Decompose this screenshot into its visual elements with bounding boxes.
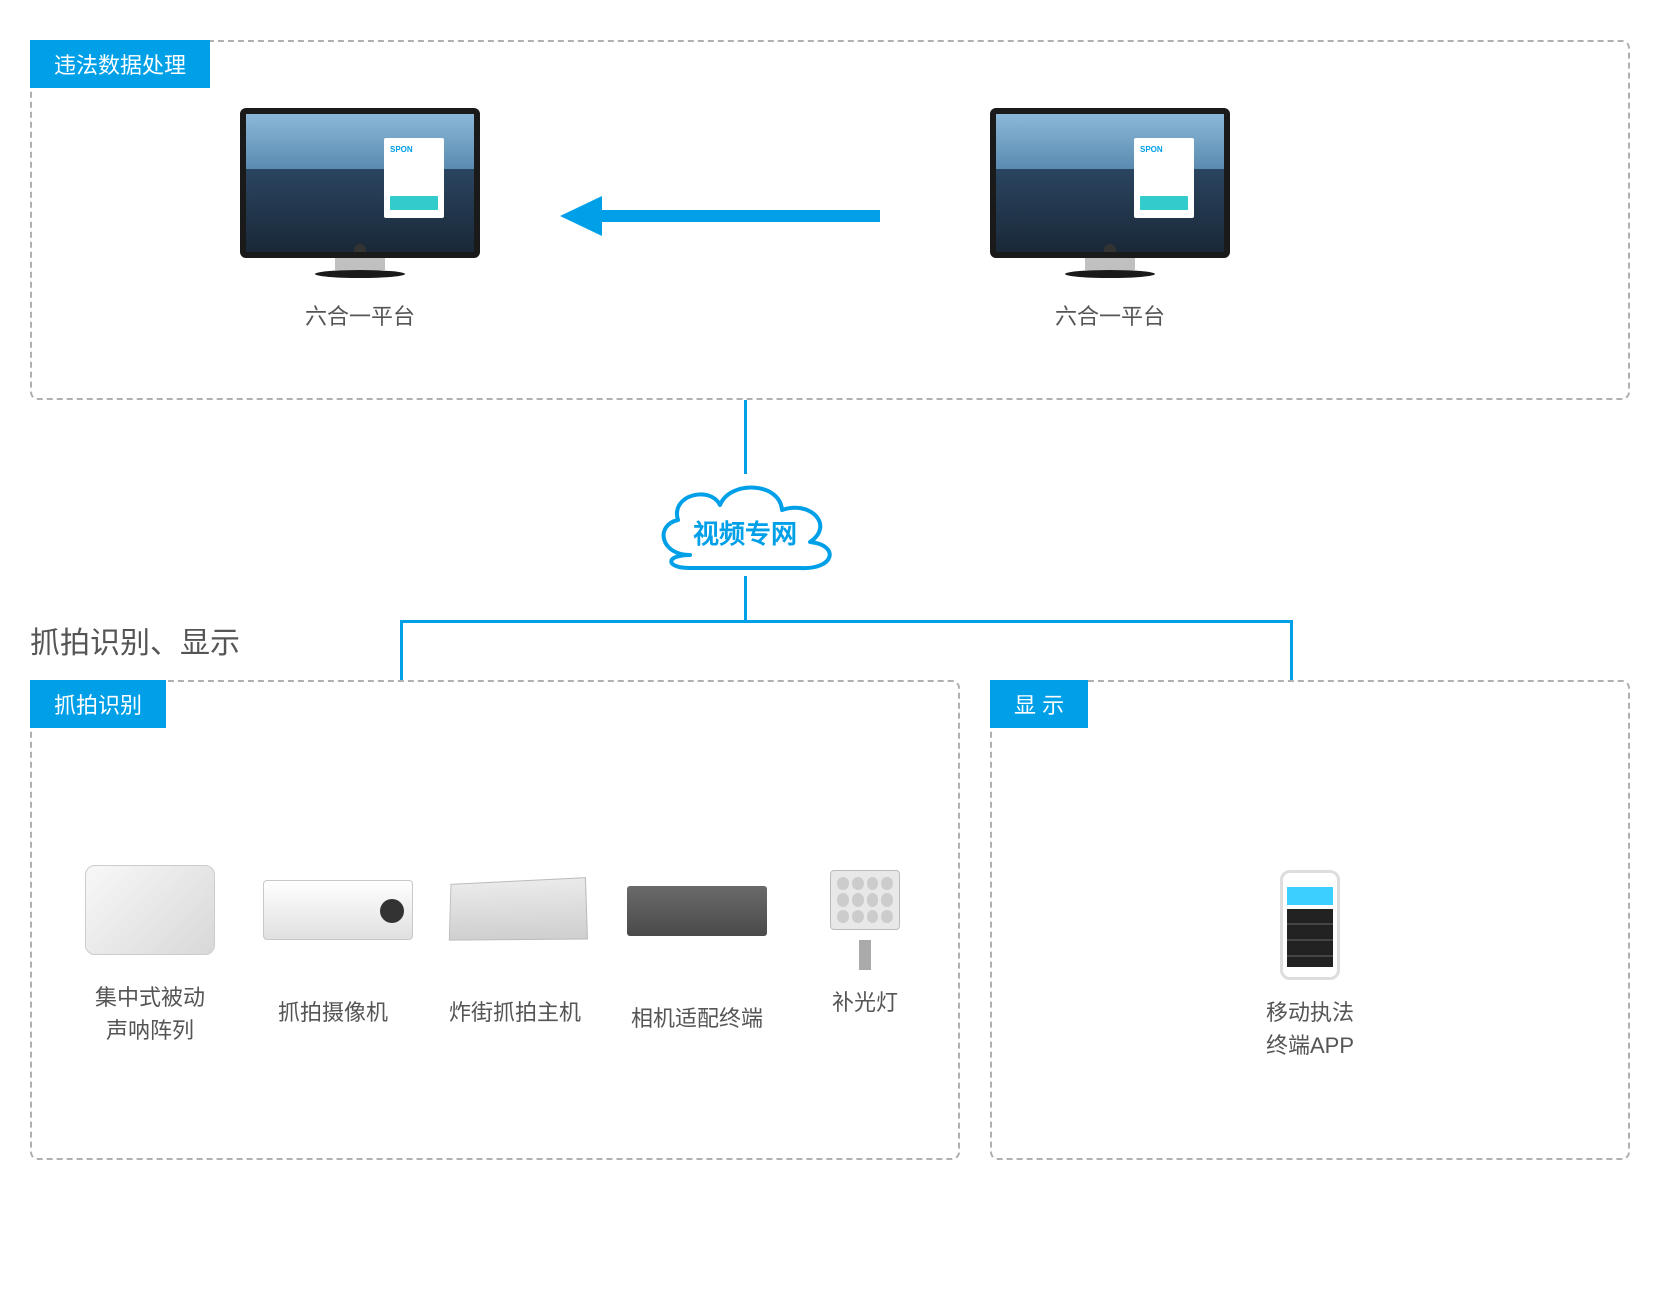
monitor-left-label: 六合一平台	[240, 300, 480, 333]
cloud-label: 视频专网	[640, 514, 850, 551]
monitor-icon	[240, 108, 480, 288]
device-camera-label: 抓拍摄像机	[248, 996, 418, 1029]
monitor-left: 六合一平台	[240, 108, 480, 333]
connector-left	[400, 620, 403, 680]
monitor-right-label: 六合一平台	[990, 300, 1230, 333]
device-phone-label: 移动执法 终端APP	[1060, 996, 1560, 1062]
middle-section-title: 抓拍识别、显示	[30, 618, 240, 662]
device-phone: 移动执法 终端APP	[1060, 870, 1560, 1062]
device-sonar-label: 集中式被动 声呐阵列	[70, 981, 230, 1047]
sonar-icon	[80, 865, 220, 965]
connector-top	[744, 400, 747, 474]
connector-mid	[744, 576, 747, 620]
connector-right	[1290, 620, 1293, 680]
device-light: 补光灯	[795, 860, 935, 1019]
device-adapter: 相机适配终端	[612, 860, 782, 1035]
violation-data-label: 违法数据处理	[30, 40, 210, 88]
device-host-label: 炸街抓拍主机	[430, 996, 600, 1029]
connector-split	[400, 620, 1290, 623]
light-icon	[795, 870, 935, 970]
device-camera: 抓拍摄像机	[248, 860, 418, 1029]
adapter-icon	[627, 886, 767, 986]
cloud-network: 视频专网	[640, 470, 850, 580]
device-adapter-label: 相机适配终端	[612, 1002, 782, 1035]
host-icon	[445, 880, 585, 980]
device-sonar: 集中式被动 声呐阵列	[70, 860, 230, 1047]
phone-icon	[1280, 870, 1340, 980]
device-light-label: 补光灯	[795, 986, 935, 1019]
camera-icon	[263, 880, 403, 980]
display-label: 显 示	[990, 680, 1088, 728]
monitor-right: 六合一平台	[990, 108, 1230, 333]
monitor-icon	[990, 108, 1230, 288]
capture-label: 抓拍识别	[30, 680, 166, 728]
flow-arrow-left	[560, 196, 880, 236]
device-host: 炸街抓拍主机	[430, 860, 600, 1029]
